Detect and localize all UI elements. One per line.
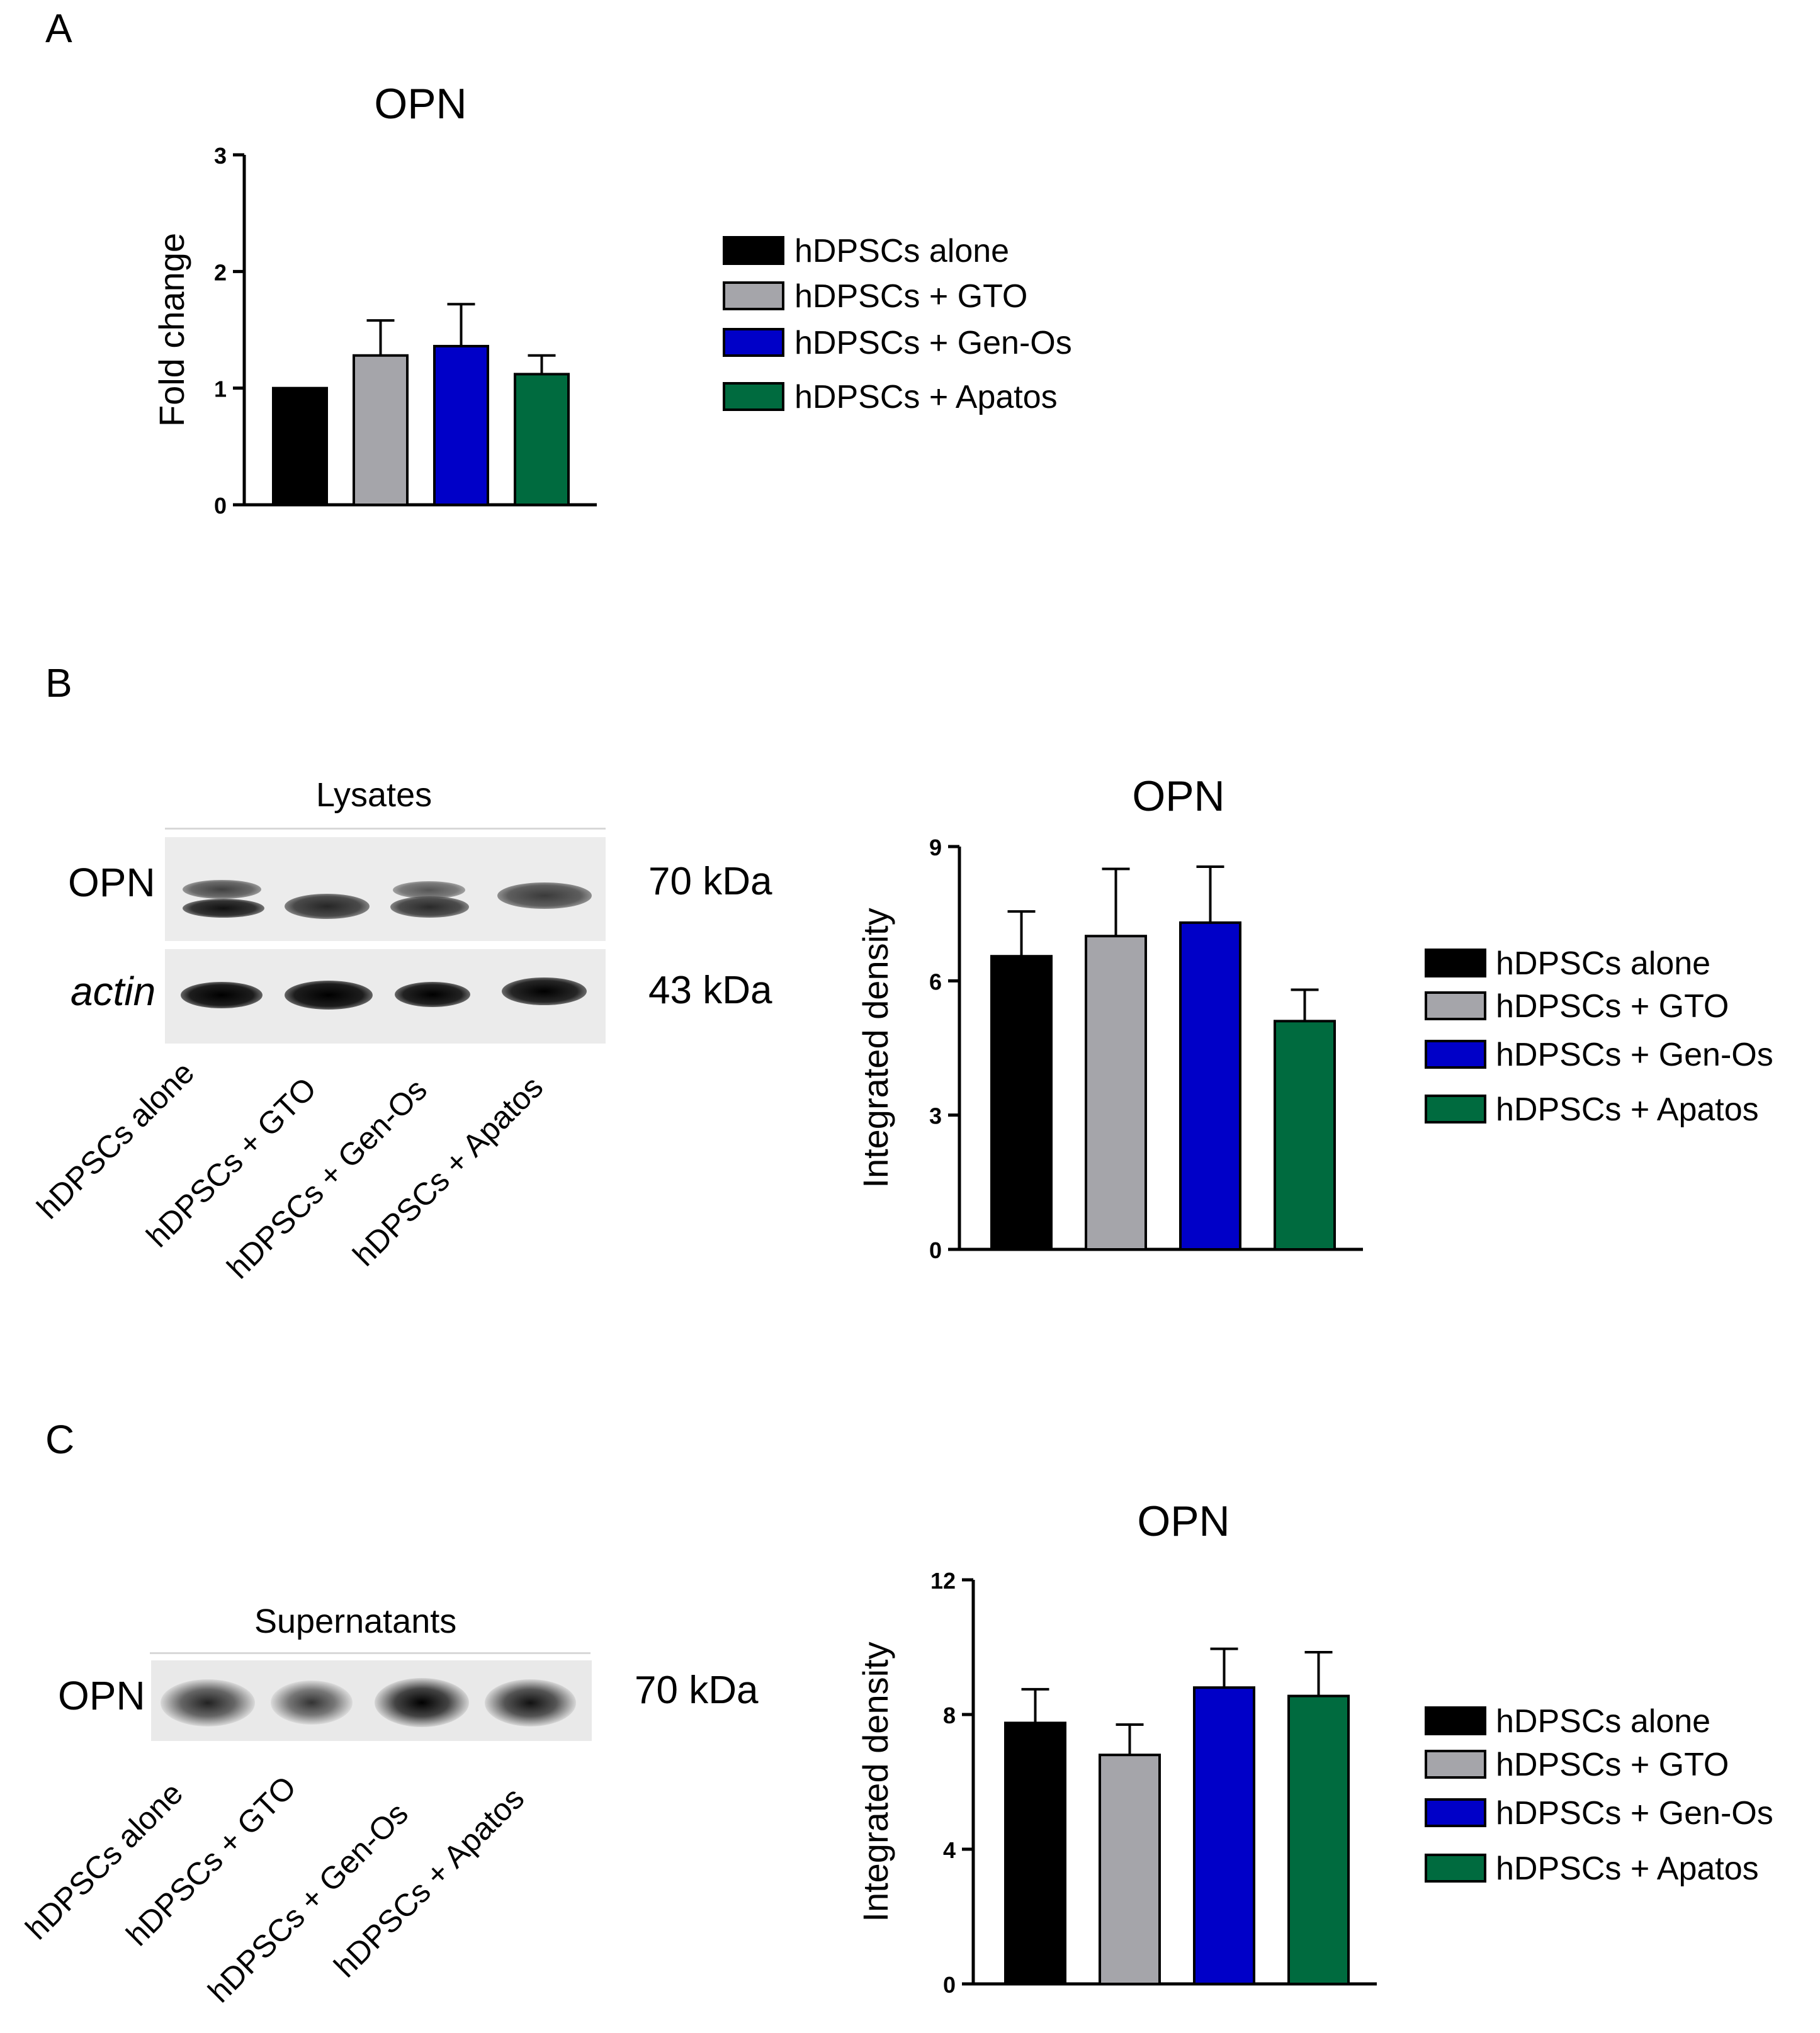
- legend-label: hDPSCs + Apatos: [794, 379, 1058, 415]
- y-axis-label: Fold change: [152, 233, 191, 427]
- legend-label: hDPSCs + Gen-Os: [1496, 1037, 1773, 1073]
- legend-swatch: [1425, 1095, 1486, 1124]
- blot-c-opn-band-4: [485, 1679, 576, 1726]
- y-tick-label: 0: [929, 1237, 942, 1263]
- blot-b-kda-actin: 43 kDa: [648, 969, 772, 1012]
- y-tick-label: 4: [943, 1837, 956, 1863]
- bar-4: [1287, 1694, 1350, 1985]
- legend-label: hDPSCs alone: [794, 233, 1009, 269]
- bar-2: [353, 354, 409, 506]
- legend-swatch: [1425, 949, 1486, 977]
- blot-c-opn-band-3: [375, 1678, 469, 1727]
- blot-b-opn-band-3-lower: [390, 896, 469, 918]
- legend-label: hDPSCs + Gen-Os: [794, 325, 1072, 361]
- blot-b-actin-band-1: [181, 982, 263, 1008]
- legend-label: hDPSCs + Apatos: [1496, 1091, 1759, 1128]
- blot-c-opn-membrane: [151, 1660, 592, 1741]
- legend-label: hDPSCs alone: [1496, 945, 1710, 982]
- y-tick-label: 3: [214, 143, 227, 169]
- bar-3: [1193, 1686, 1255, 1985]
- legend-label: hDPSCs + Apatos: [1496, 1850, 1759, 1887]
- chart-title: OPN: [374, 80, 466, 128]
- legend-swatch: [1425, 1706, 1486, 1735]
- legend-swatch: [723, 328, 784, 357]
- bar-chart-2: OPN Integrated density 0 3 6 9 hDPSCs alone hDP…: [856, 772, 1773, 1263]
- bar-chart-3: OPN Integrated density 0 4 8 12 hDPSCs alone hD…: [856, 1497, 1773, 1998]
- y-tick-label: 9: [929, 835, 942, 860]
- blot-b-opn-band-3-upper: [393, 881, 465, 899]
- blot-b-actin-band-2: [285, 981, 373, 1010]
- legend-label: hDPSCs + GTO: [1496, 1747, 1729, 1783]
- blot-b-actin-band-4: [502, 977, 587, 1005]
- y-axis-label: Integrated density: [856, 1642, 895, 1922]
- y-tick-label: 6: [929, 969, 942, 994]
- blot-c-divider: [150, 1652, 591, 1654]
- bar-2: [1085, 935, 1147, 1251]
- blot-c-opn-band-1: [161, 1679, 255, 1726]
- y-axis-label: Integrated density: [856, 908, 895, 1188]
- blot-c-opn-band-2: [271, 1681, 353, 1725]
- legend-swatch: [1425, 1854, 1486, 1883]
- bar-3: [433, 344, 489, 506]
- legend-swatch: [1425, 1750, 1486, 1779]
- chart-title: OPN: [1137, 1497, 1229, 1545]
- blot-b-row-label-opn: OPN: [68, 860, 155, 905]
- blot-b-title: Lysates: [316, 776, 432, 814]
- legend-label: hDPSCs + GTO: [1496, 988, 1729, 1025]
- bar-1: [990, 955, 1053, 1251]
- blot-c-kda-opn: 70 kDa: [635, 1669, 759, 1712]
- blot-b-opn-band-1-lower: [183, 899, 264, 918]
- panel-letter-c: C: [45, 1417, 75, 1462]
- bar-3: [1179, 921, 1241, 1251]
- legend-swatch: [1425, 1798, 1486, 1827]
- blot-b-opn-band-4: [497, 882, 592, 909]
- blot-b-kda-opn: 70 kDa: [648, 860, 772, 903]
- chart-title: OPN: [1132, 772, 1224, 820]
- bar-2: [1099, 1754, 1161, 1985]
- legend-label: hDPSCs + Gen-Os: [1496, 1795, 1773, 1832]
- blot-c-row-label-opn: OPN: [58, 1673, 145, 1718]
- legend-swatch: [1425, 991, 1486, 1020]
- y-tick-label: 8: [943, 1703, 956, 1728]
- y-tick-label: 0: [214, 493, 227, 519]
- y-tick-label: 3: [929, 1103, 942, 1129]
- bar-4: [1274, 1020, 1336, 1251]
- bar-chart-1: OPN Fold change 0 1 2 3 hDPSCs alone hDPSCs + G…: [152, 80, 1072, 519]
- panel-letter-a: A: [45, 6, 72, 51]
- blot-b-divider: [165, 828, 606, 830]
- y-tick-label: 2: [214, 259, 227, 285]
- legend-label: hDPSCs alone: [1496, 1703, 1710, 1740]
- blot-b-opn-band-2: [285, 894, 370, 919]
- bar-1: [272, 386, 328, 507]
- blot-b-actin-membrane: [165, 949, 606, 1044]
- legend-swatch: [723, 281, 784, 310]
- blot-b-row-label-actin: actin: [71, 969, 156, 1014]
- legend-swatch: [723, 382, 784, 411]
- panel-letter-b: B: [45, 660, 72, 706]
- blot-b-opn-band-1-upper: [183, 880, 261, 899]
- y-tick-label: 0: [943, 1972, 956, 1998]
- bar-1: [1004, 1721, 1066, 1985]
- legend-label: hDPSCs + GTO: [794, 278, 1027, 315]
- blot-c-title: Supernatants: [254, 1602, 457, 1640]
- legend-swatch: [723, 236, 784, 265]
- bar-4: [514, 373, 570, 507]
- y-tick-label: 12: [930, 1568, 956, 1594]
- legend-swatch: [1425, 1040, 1486, 1069]
- blot-b-opn-membrane: [165, 837, 606, 941]
- y-tick-label: 1: [214, 376, 227, 402]
- blot-b-actin-band-3: [395, 982, 470, 1007]
